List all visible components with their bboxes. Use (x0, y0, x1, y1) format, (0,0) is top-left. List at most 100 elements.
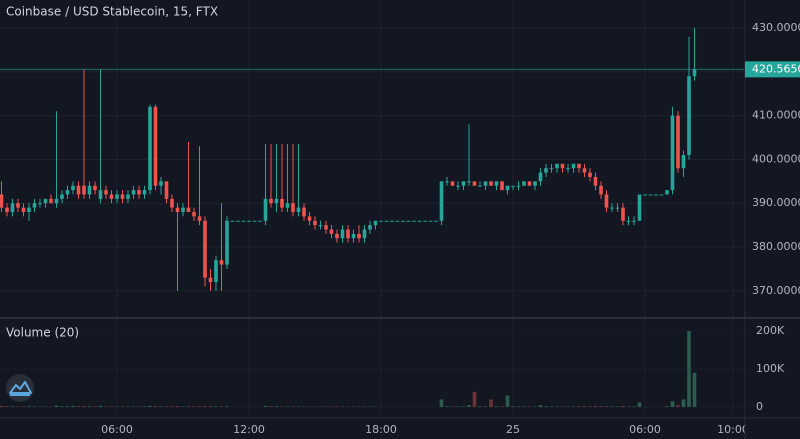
volume-bar (610, 406, 614, 408)
volume-bar (670, 401, 675, 408)
candle-body (263, 198, 268, 221)
candle-body (291, 203, 295, 212)
candle-body (428, 220, 433, 222)
candle-body (384, 220, 389, 222)
x-tick-label: 10:00 (717, 423, 749, 436)
candle-body (32, 203, 37, 208)
candle-body (285, 203, 290, 208)
volume-bar (593, 405, 598, 408)
candle-body (494, 181, 499, 186)
candle-body (456, 185, 460, 187)
volume-bar (274, 406, 279, 408)
candle-body (27, 207, 31, 212)
candle-body (258, 220, 262, 222)
volume-bar (588, 406, 592, 408)
candle-body (225, 220, 229, 265)
candle-body (412, 220, 416, 222)
candle-body (670, 115, 675, 191)
volume-bar (604, 406, 609, 408)
x-tick-label: 06:00 (101, 423, 133, 436)
candle-body (329, 229, 334, 234)
candle-body (241, 220, 246, 222)
volume-bar (483, 406, 488, 408)
y-tick-label: 410.0000 (752, 109, 800, 122)
candle-body (131, 190, 136, 195)
candle-body (527, 181, 532, 186)
candle-body (472, 181, 477, 186)
candle-body (16, 203, 20, 208)
volume-bar (296, 406, 301, 408)
volume-bar (439, 399, 444, 408)
candle-body (478, 185, 482, 187)
candle-body (368, 225, 372, 230)
volume-bar (571, 406, 576, 408)
candle-body (76, 185, 81, 195)
volume-bar (582, 406, 587, 408)
volume-bar (192, 406, 196, 408)
volume-bar (164, 406, 169, 408)
candle-body (82, 185, 86, 195)
candle-body (632, 220, 636, 222)
candle-body (395, 220, 400, 222)
volume-bar (0, 405, 4, 408)
volume-bar (148, 405, 152, 408)
x-tick-label: 06:00 (629, 423, 661, 436)
candle-body (549, 168, 554, 170)
volume-bar (181, 406, 185, 408)
candle-body (208, 277, 213, 283)
volume-bar (549, 406, 554, 408)
candle-body (252, 220, 257, 222)
candle-body (71, 185, 75, 191)
volume-bar (632, 406, 636, 408)
volume-bar (71, 405, 75, 408)
candle-body (148, 106, 152, 191)
candle-body (351, 233, 356, 239)
volume-title: Volume (20) (6, 326, 79, 340)
candle-body (247, 220, 251, 222)
x-tick-label: 12:00 (233, 423, 265, 436)
candle-body (489, 181, 493, 186)
candle-body (340, 229, 345, 239)
volume-bar (203, 406, 207, 408)
candle-body (604, 194, 609, 208)
candle-body (505, 185, 510, 191)
candle-body (417, 220, 422, 222)
candle-body (159, 181, 163, 186)
volume-bar (687, 330, 691, 408)
candle-body (137, 190, 141, 195)
candle-body (450, 181, 455, 186)
candle-body (401, 220, 405, 222)
volume-bar (109, 406, 114, 408)
volume-bar (335, 406, 339, 408)
candle-body (637, 194, 642, 221)
volume-bar (544, 406, 548, 408)
candle-body (582, 168, 587, 173)
candle-body (5, 207, 9, 212)
volume-bar (511, 406, 515, 408)
candle-body (357, 233, 361, 239)
volume-tick-label: 200K (756, 324, 785, 337)
candle-body (21, 207, 26, 212)
volume-bar (126, 406, 130, 408)
candle-body (439, 181, 444, 221)
volume-bar (104, 406, 108, 408)
candle-body (687, 76, 691, 156)
volume-bar (692, 372, 697, 408)
candle-body (236, 220, 240, 222)
candle-body (555, 163, 559, 169)
candle-body (434, 220, 438, 222)
volume-bar (489, 399, 493, 408)
volume-bar (76, 406, 81, 408)
volume-bar (225, 406, 229, 408)
candle-body (170, 198, 174, 208)
volume-bar (637, 402, 642, 408)
candle-body (219, 260, 224, 265)
volume-bar (621, 405, 625, 408)
volume-bar (219, 406, 224, 408)
volume-bar (142, 406, 147, 408)
volume-bar (197, 406, 202, 408)
volume-bar (450, 406, 455, 408)
marks: 06:00 12:00 18:00 25 06:00 10:00 (0, 28, 749, 436)
volume-bar (456, 406, 460, 408)
